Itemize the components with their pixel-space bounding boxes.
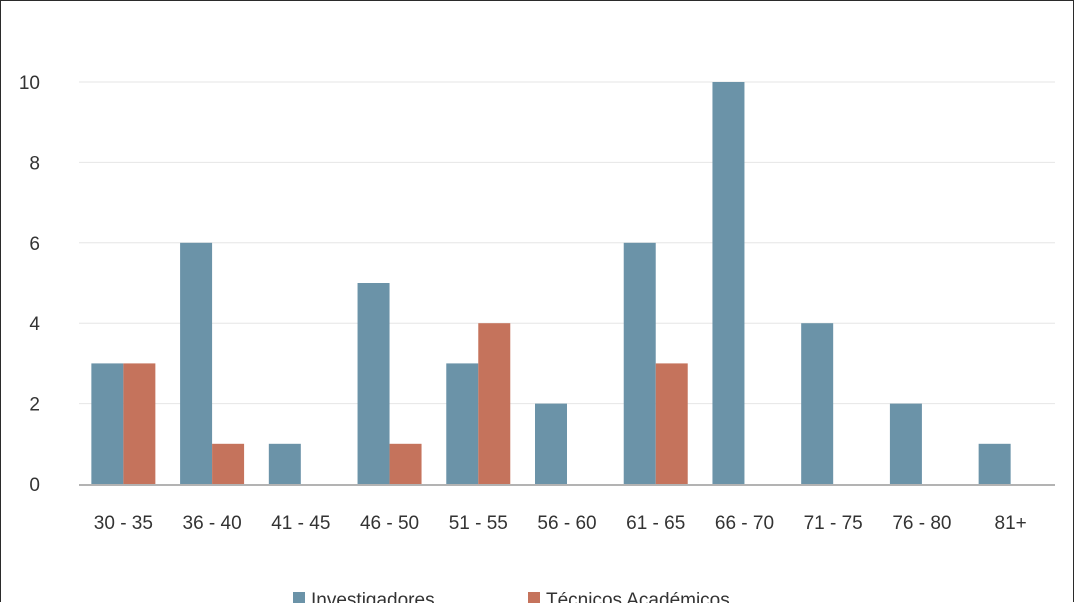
bar-tecnicos-academicos [123, 363, 156, 484]
bar-tecnicos-academicos [478, 323, 511, 484]
x-tick-label: 71 - 75 [804, 513, 863, 534]
bar-investigadores [180, 242, 213, 484]
y-tick-label: 6 [29, 234, 40, 255]
y-tick-label: 10 [19, 73, 40, 94]
x-tick-label: 46 - 50 [360, 513, 419, 534]
x-tick-label: 56 - 60 [537, 513, 596, 534]
y-tick-label: 2 [29, 395, 40, 416]
bar-investigadores [801, 323, 834, 484]
bar-tecnicos-academicos [655, 363, 688, 484]
bar-investigadores [268, 443, 301, 484]
bar-investigadores [91, 363, 124, 484]
legend-swatch [528, 592, 540, 603]
bar-investigadores [712, 82, 745, 484]
legend-item-tecnicos-academicos: Técnicos Académicos [546, 590, 730, 603]
bar-investigadores [978, 443, 1011, 484]
x-tick-label: 36 - 40 [183, 513, 242, 534]
bar-tecnicos-academicos [389, 443, 422, 484]
bar-investigadores [446, 363, 479, 484]
x-tick-label: 76 - 80 [892, 513, 951, 534]
y-tick-label: 0 [29, 475, 40, 496]
x-tick-label: 30 - 35 [94, 513, 153, 534]
gridlines [79, 81, 1055, 405]
y-axis-ticks: 0 2 4 6 8 10 [19, 73, 41, 496]
x-tick-label: 41 - 45 [271, 513, 330, 534]
x-axis-ticks: 30 - 35 36 - 40 41 - 45 46 - 50 51 - 55 56 - … [94, 513, 1027, 534]
x-tick-label: 51 - 55 [449, 513, 508, 534]
x-tick-label: 81+ [995, 513, 1027, 534]
bars [91, 82, 1011, 484]
y-tick-label: 8 [29, 153, 40, 174]
bar-investigadores [623, 242, 656, 484]
legend-swatch [293, 592, 305, 603]
bar-investigadores [357, 283, 390, 484]
x-tick-label: 61 - 65 [626, 513, 685, 534]
bar-tecnicos-academicos [212, 443, 245, 484]
legend: Investigadores Técnicos Académicos [293, 590, 730, 603]
x-tick-label: 66 - 70 [715, 513, 774, 534]
bar-investigadores [535, 403, 567, 484]
bar-investigadores [889, 403, 922, 484]
legend-item-investigadores: Investigadores [311, 590, 435, 603]
y-tick-label: 4 [29, 314, 40, 335]
